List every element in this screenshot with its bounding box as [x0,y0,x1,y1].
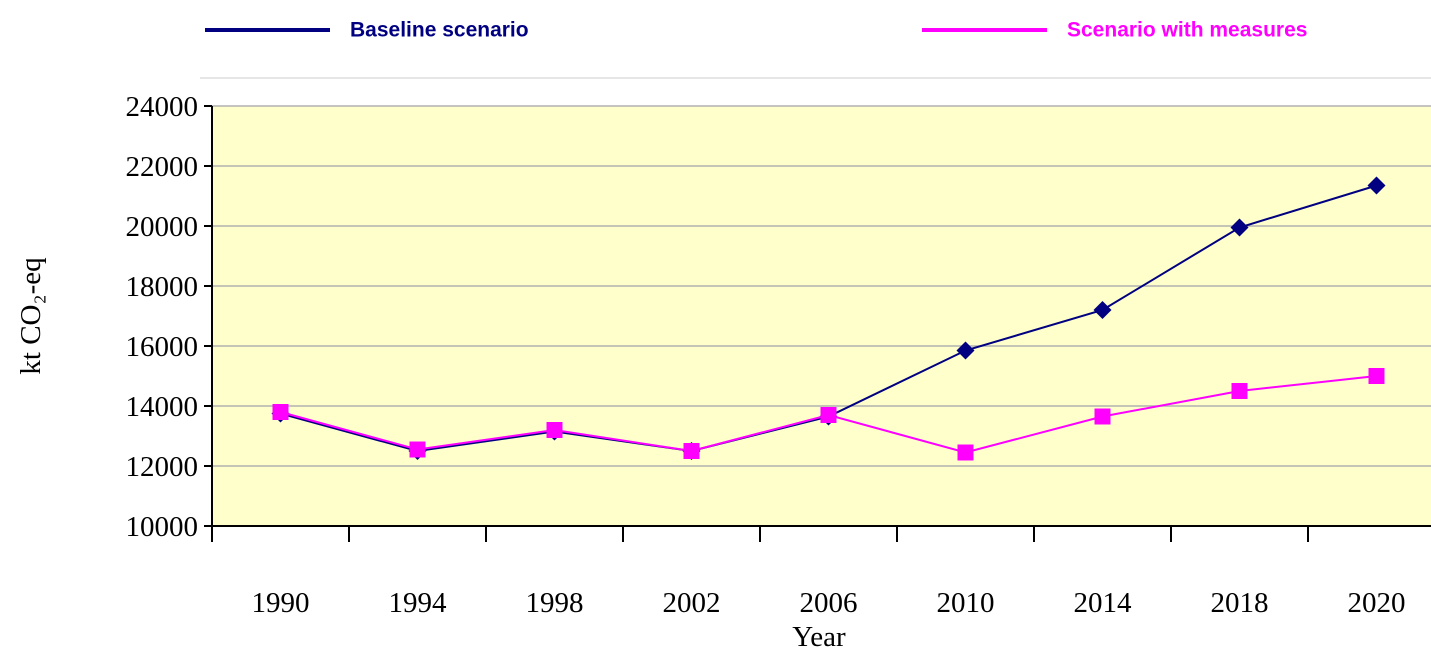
marker [1368,368,1385,384]
y-tick-label: 16000 [126,331,199,363]
marker [1230,218,1249,237]
plot-area [212,106,1431,526]
x-tick-label: 2014 [1074,587,1133,619]
marker [1231,383,1248,399]
x-tick-label: 2018 [1211,587,1269,619]
y-tick-label: 22000 [126,151,199,183]
y-tick-label: 20000 [126,211,199,243]
marker [1367,176,1386,195]
x-tick-label: 2002 [663,587,721,619]
marker [409,441,426,458]
y-tick-label: 10000 [126,511,199,543]
y-axis-label: kt CO₂-eq [15,257,47,374]
marker [683,443,700,459]
x-tick-label: 2020 [1348,587,1406,619]
x-tick-label: 1994 [389,587,448,619]
marker [956,341,975,360]
x-tick-label: 1990 [252,587,310,619]
x-tick-label: 2010 [937,587,995,619]
x-tick-label: 1998 [526,587,584,619]
x-axis-label: Year [792,621,846,653]
marker [272,404,289,420]
y-tick-label: 14000 [126,391,199,423]
y-tick-label: 12000 [126,451,199,483]
marker [546,422,563,438]
marker [957,444,974,461]
legend-label: Baseline scenario [350,19,529,42]
legend-label: Scenario with measures [1067,19,1307,42]
marker [1094,408,1111,425]
y-tick-label: 18000 [126,271,199,303]
x-tick-label: 2006 [800,587,858,619]
y-tick-label: 24000 [126,91,199,123]
marker [820,407,837,423]
marker [1093,301,1112,319]
